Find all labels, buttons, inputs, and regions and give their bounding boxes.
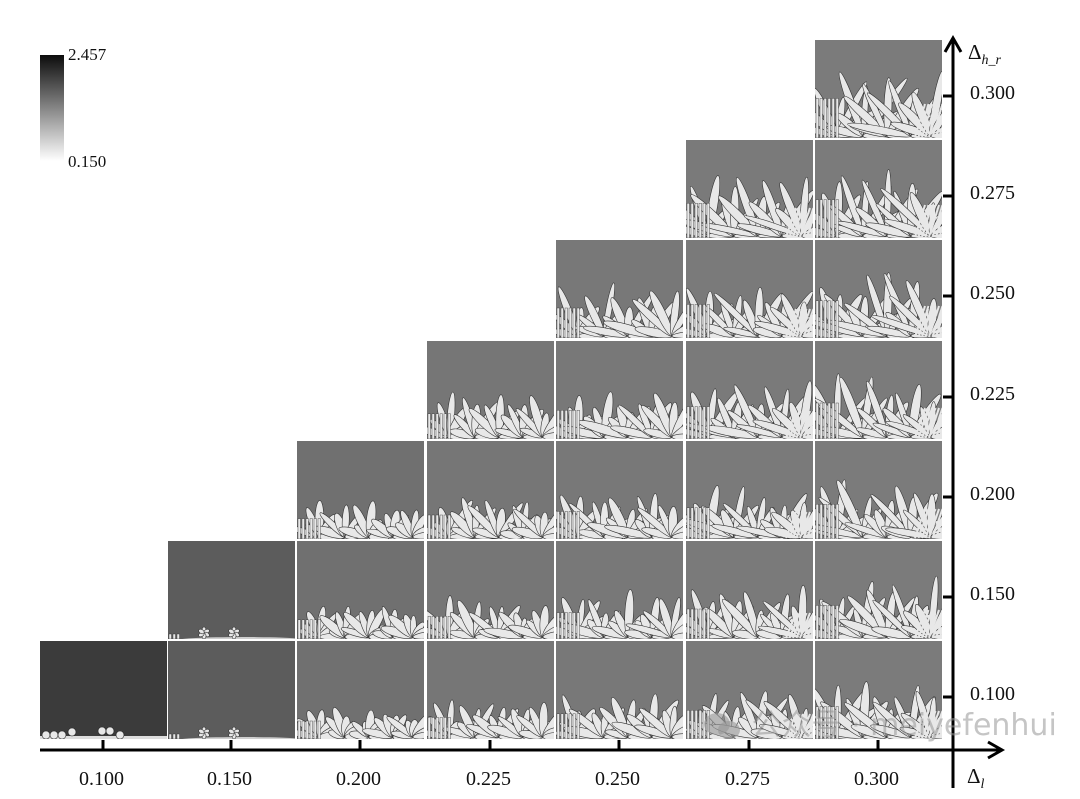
y-axis-arrow-icon <box>943 34 963 53</box>
panel-l0.200-hr0.200 <box>297 441 424 539</box>
x-tick-label: 0.300 <box>854 768 899 790</box>
panel-l0.150-hr0.150 <box>168 541 295 639</box>
x-tick-label: 0.275 <box>725 768 770 790</box>
panel-l0.200-hr0.150 <box>297 541 424 639</box>
panel-l0.300-hr0.250 <box>815 240 942 338</box>
panel-l0.250-hr0.200 <box>556 441 683 539</box>
x-tick-label: 0.150 <box>207 768 252 790</box>
watermark: 公众号 · meiyefenhui <box>702 711 1057 741</box>
x-axis-arrow-icon <box>987 740 1006 760</box>
y-axis-title: Δh_r <box>968 40 1001 69</box>
panel-l0.100-hr0.100 <box>40 641 167 739</box>
panel-l0.250-hr0.100 <box>556 641 683 739</box>
panel-l0.275-hr0.225 <box>686 341 813 439</box>
y-tick-label: 0.250 <box>970 282 1015 304</box>
panel-l0.225-hr0.150 <box>427 541 554 639</box>
wechat-icon <box>704 713 740 739</box>
x-tick-label: 0.100 <box>79 768 124 790</box>
y-tick-label: 0.300 <box>970 82 1015 104</box>
x-tick-label: 0.250 <box>595 768 640 790</box>
panel-l0.275-hr0.200 <box>686 441 813 539</box>
panel-l0.250-hr0.150 <box>556 541 683 639</box>
panel-l0.300-hr0.300 <box>815 40 942 138</box>
panel-l0.300-hr0.150 <box>815 541 942 639</box>
panel-l0.250-hr0.225 <box>556 341 683 439</box>
y-tick-label: 0.100 <box>970 683 1015 705</box>
y-tick-label: 0.200 <box>970 483 1015 505</box>
panel-l0.150-hr0.100 <box>168 641 295 739</box>
x-tick-label: 0.200 <box>336 768 381 790</box>
panel-l0.275-hr0.275 <box>686 140 813 238</box>
panel-l0.275-hr0.250 <box>686 240 813 338</box>
panel-l0.225-hr0.100 <box>427 641 554 739</box>
panel-l0.225-hr0.225 <box>427 341 554 439</box>
panel-l0.300-hr0.275 <box>815 140 942 238</box>
panel-l0.300-hr0.200 <box>815 441 942 539</box>
colorbar <box>40 55 64 161</box>
x-tick-label: 0.225 <box>466 768 511 790</box>
panel-l0.250-hr0.250 <box>556 240 683 338</box>
y-tick-label: 0.275 <box>970 182 1015 204</box>
colorbar-max-label: 2.457 <box>68 45 107 64</box>
colorbar-min-label: 0.150 <box>68 152 107 171</box>
x-axis-title: Δl <box>967 764 985 793</box>
panel-l0.300-hr0.100 <box>815 641 942 739</box>
y-tick-label: 0.225 <box>970 383 1015 405</box>
panel-l0.225-hr0.200 <box>427 441 554 539</box>
panel-l0.300-hr0.225 <box>815 341 942 439</box>
panel-l0.275-hr0.150 <box>686 541 813 639</box>
y-tick-label: 0.150 <box>970 583 1015 605</box>
panel-l0.200-hr0.100 <box>297 641 424 739</box>
